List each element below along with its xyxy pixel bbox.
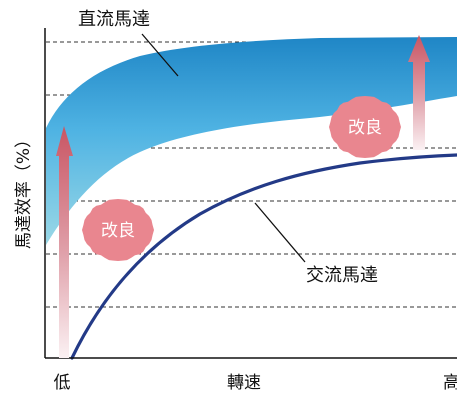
improve-label-right: 改良 (348, 118, 382, 138)
ac-motor-curve (70, 153, 457, 360)
ac-leader-line (254, 202, 306, 263)
x-axis-low-label: 低 (54, 373, 71, 393)
x-axis-high-label: 高 (443, 373, 457, 393)
x-axis-label: 轉速 (227, 373, 261, 393)
improve-badge-left: 改良 (82, 199, 154, 261)
dc-motor-band (46, 37, 457, 245)
improve-label-left: 改良 (101, 221, 135, 241)
dc-motor-label: 直流馬達 (78, 9, 150, 30)
improve-arrow-right (408, 35, 430, 150)
improve-arrow-left (56, 126, 73, 358)
y-axis-label: 馬達效率（%） (14, 131, 34, 249)
starburst-icon (329, 96, 401, 158)
dc-leader-line (141, 33, 179, 77)
ac-motor-label: 交流馬達 (306, 265, 378, 286)
improve-badge-right: 改良 (329, 96, 401, 158)
starburst-icon (82, 199, 154, 261)
